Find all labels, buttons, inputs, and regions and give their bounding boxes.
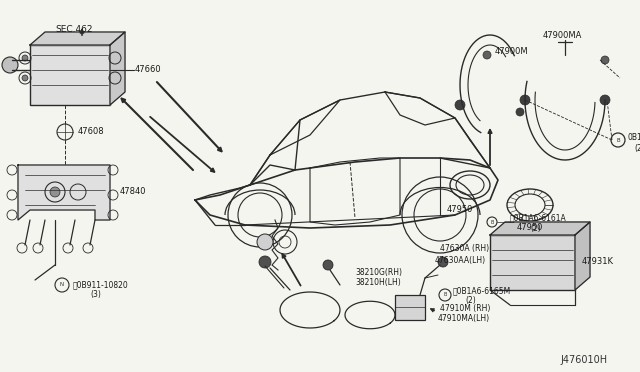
Text: (2): (2)	[530, 224, 541, 232]
Circle shape	[50, 187, 60, 197]
Circle shape	[516, 108, 524, 116]
Text: Ⓒ0B1A6-6165M: Ⓒ0B1A6-6165M	[453, 286, 511, 295]
Text: 47950: 47950	[517, 224, 543, 232]
Circle shape	[455, 100, 465, 110]
Text: Ⓒ0B1A6-6161A: Ⓒ0B1A6-6161A	[510, 214, 567, 222]
Circle shape	[323, 260, 333, 270]
Circle shape	[22, 75, 28, 81]
Text: 38210H(LH): 38210H(LH)	[355, 278, 401, 286]
Text: (2): (2)	[465, 296, 476, 305]
Text: SEC.462: SEC.462	[55, 26, 93, 35]
Polygon shape	[18, 165, 110, 220]
Text: ⓝ0B911-10820: ⓝ0B911-10820	[73, 280, 129, 289]
Polygon shape	[575, 222, 590, 290]
Text: 47910MA(LH): 47910MA(LH)	[438, 314, 490, 323]
Text: 47931K: 47931K	[582, 257, 614, 266]
Text: 47910M (RH): 47910M (RH)	[440, 304, 490, 312]
Bar	[30, 45, 110, 105]
Circle shape	[257, 234, 273, 250]
Text: 47660: 47660	[135, 65, 162, 74]
Text: N: N	[60, 282, 64, 288]
Text: 47900M: 47900M	[495, 48, 529, 57]
Circle shape	[438, 257, 448, 267]
Text: 38210G(RH): 38210G(RH)	[355, 267, 402, 276]
Circle shape	[259, 256, 271, 268]
Circle shape	[601, 56, 609, 64]
Text: B: B	[490, 219, 493, 224]
Bar	[490, 235, 575, 290]
Polygon shape	[490, 222, 590, 235]
Polygon shape	[110, 32, 125, 105]
Text: 47950: 47950	[447, 205, 473, 215]
Bar	[395, 295, 425, 320]
Text: 47630A (RH): 47630A (RH)	[440, 244, 489, 253]
Text: 47840: 47840	[120, 187, 147, 196]
Text: B: B	[616, 138, 620, 142]
Text: 0B120-8162E: 0B120-8162E	[628, 134, 640, 142]
Circle shape	[483, 51, 491, 59]
Circle shape	[22, 55, 28, 61]
Text: J476010H: J476010H	[560, 355, 607, 365]
Circle shape	[600, 95, 610, 105]
Text: 47608: 47608	[78, 128, 104, 137]
Circle shape	[520, 95, 530, 105]
Circle shape	[2, 57, 18, 73]
Text: 47900MA: 47900MA	[542, 31, 582, 39]
Text: 47630AA(LH): 47630AA(LH)	[435, 256, 486, 264]
Text: (2): (2)	[635, 144, 640, 153]
Text: B: B	[444, 292, 447, 298]
Polygon shape	[30, 32, 125, 45]
Text: (3): (3)	[90, 291, 101, 299]
